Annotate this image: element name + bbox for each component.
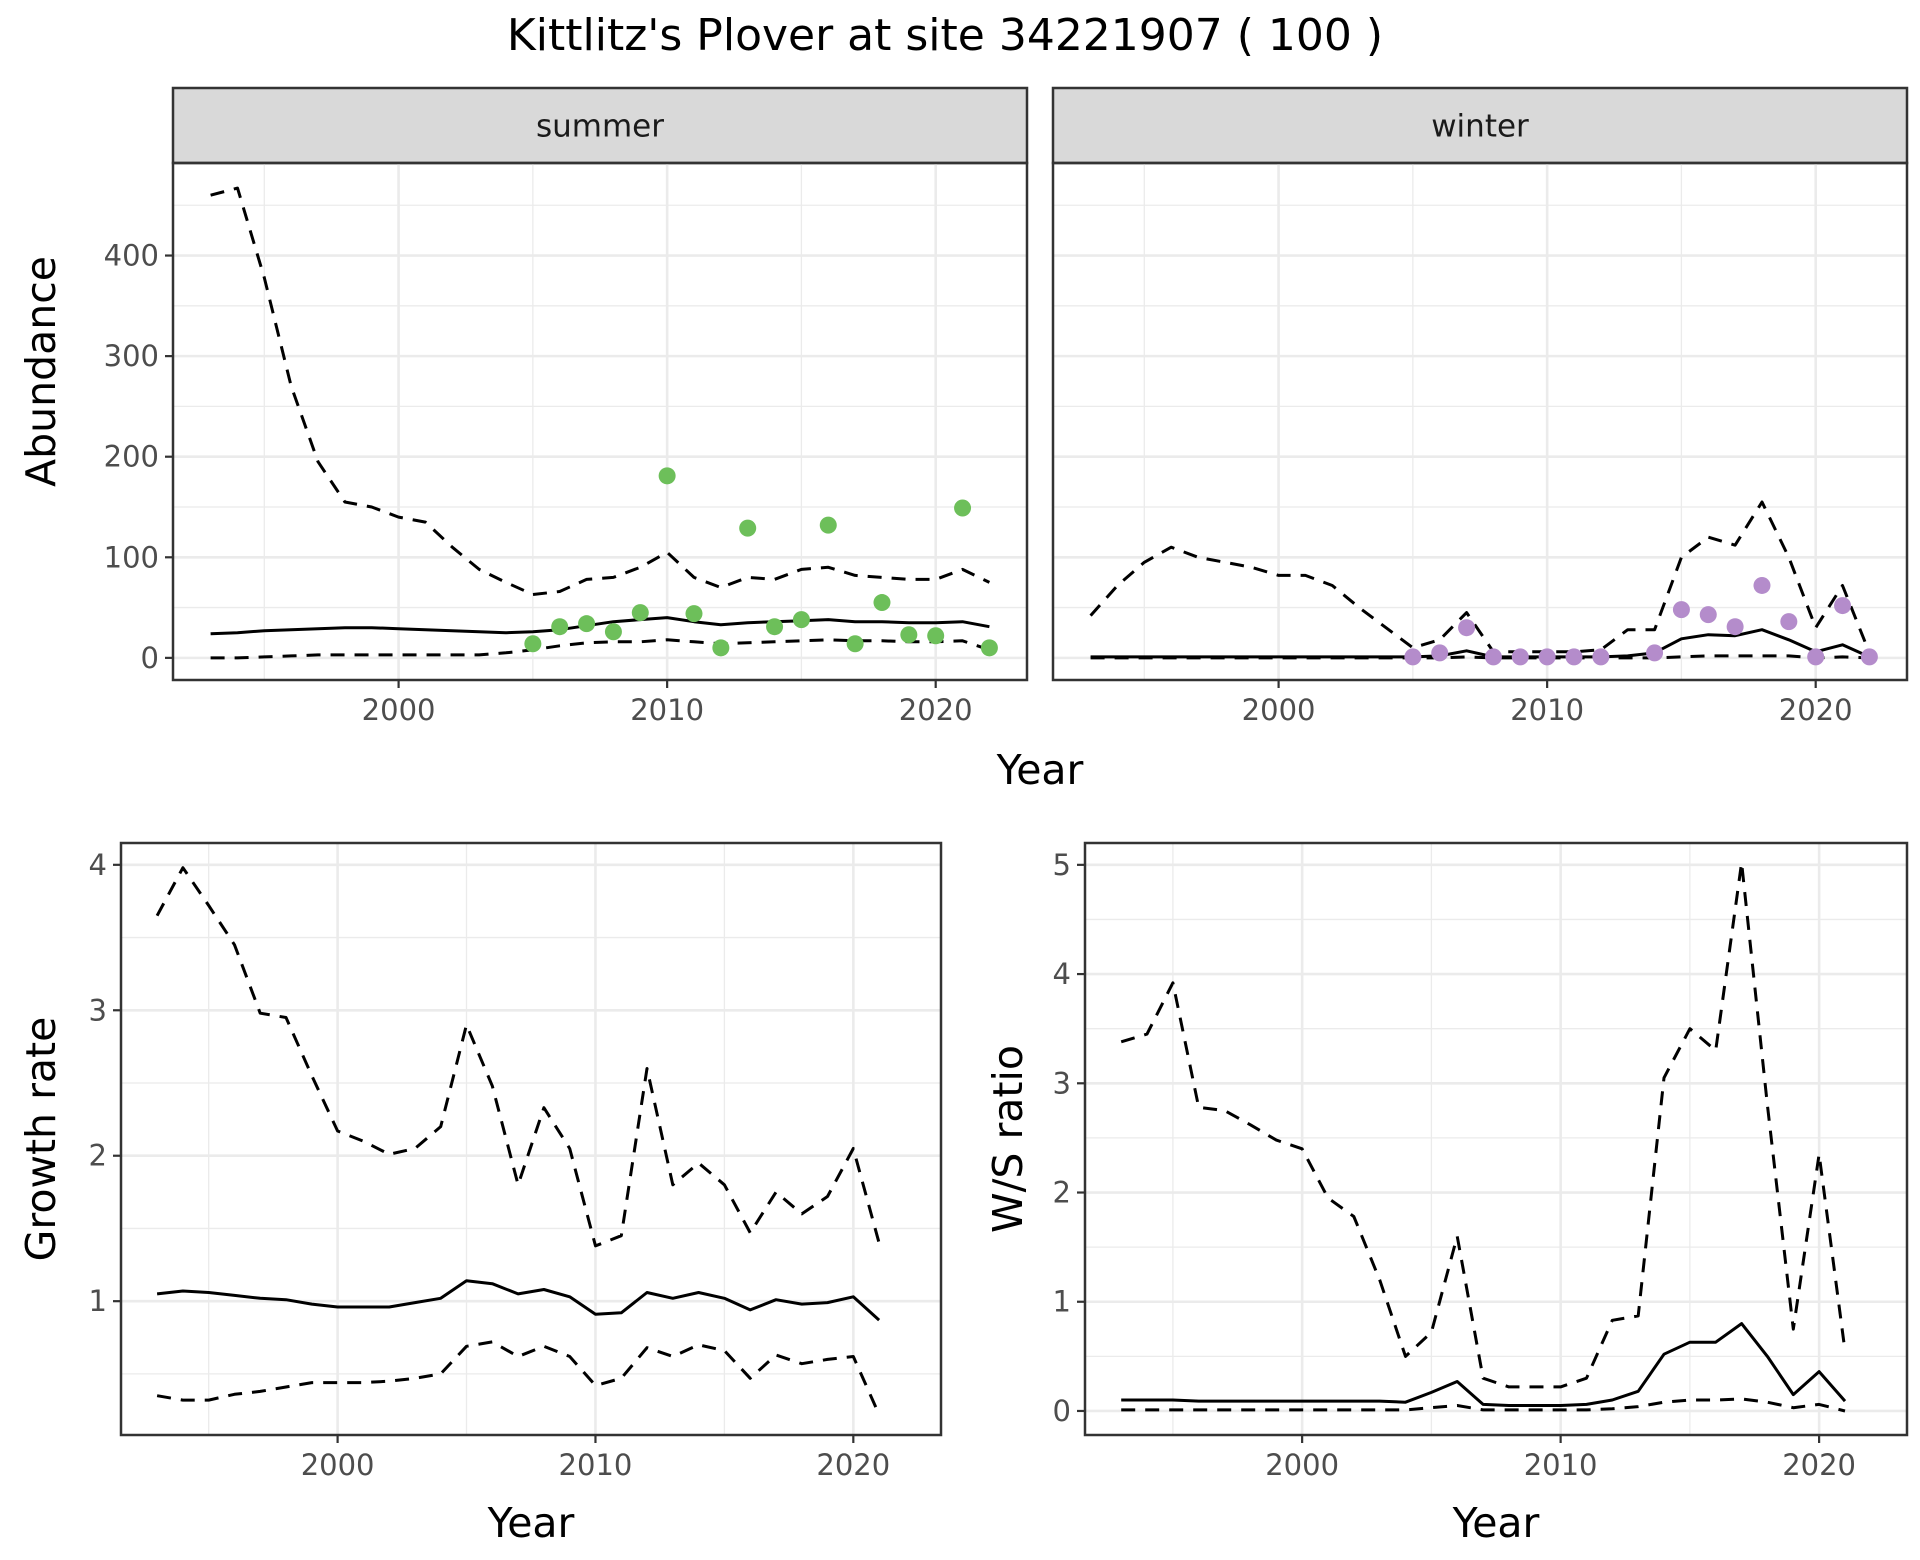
observed-count-point bbox=[1699, 606, 1717, 624]
confidence-bound-line-2 bbox=[1121, 1397, 1846, 1413]
observed-count-point bbox=[792, 611, 810, 629]
confidence-bound-line-2 bbox=[210, 638, 990, 660]
panel-border bbox=[1083, 841, 1909, 1437]
estimate-line-0 bbox=[210, 616, 990, 636]
panel-border bbox=[171, 161, 1029, 682]
abundance-panel-summer: 2000 2010 2020 0 100 200 300 400 bbox=[104, 161, 1029, 727]
confidence-bound-line-2 bbox=[156, 1340, 881, 1416]
observed-count-point bbox=[631, 604, 649, 622]
x-tick-label: 2000 bbox=[1265, 1448, 1339, 1482]
observed-count-point bbox=[1458, 619, 1476, 637]
y-tick-label: 0 bbox=[141, 641, 159, 675]
confidence-bound-line-1 bbox=[1120, 861, 1847, 1389]
observed-count-point bbox=[954, 499, 972, 517]
y-tick-label: 2 bbox=[1053, 1176, 1071, 1210]
y-tick-label: 4 bbox=[1053, 957, 1071, 991]
y-tick-label: 400 bbox=[104, 239, 159, 273]
observed-count-point bbox=[1753, 576, 1771, 594]
x-tick-label: 2010 bbox=[1510, 693, 1584, 727]
observed-count-point bbox=[766, 618, 784, 636]
estimate-line-0 bbox=[1121, 1322, 1847, 1407]
confidence-bound-line-1 bbox=[210, 186, 991, 596]
observed-count-point bbox=[604, 623, 622, 641]
x-tick-label: 2000 bbox=[1242, 693, 1316, 727]
growth-rate-panel: 2000 2010 2020 1 2 3 4 bbox=[89, 841, 943, 1482]
x-tick-label: 2000 bbox=[362, 693, 436, 727]
estimate-line-0 bbox=[156, 1279, 881, 1322]
observed-count-point bbox=[739, 519, 757, 537]
observed-count-point bbox=[1431, 644, 1449, 662]
y-tick-label: 2 bbox=[89, 1139, 107, 1173]
y-tick-label: 300 bbox=[104, 339, 159, 373]
x-tick-label: 2010 bbox=[1524, 1448, 1598, 1482]
observed-count-point bbox=[927, 627, 945, 645]
abundance-panel-winter: 2000 2010 2020 bbox=[1051, 161, 1909, 727]
confidence-bound-line-1 bbox=[155, 866, 881, 1248]
observed-count-point bbox=[712, 639, 730, 657]
observed-count-point bbox=[980, 639, 998, 657]
observed-count-point bbox=[873, 594, 891, 612]
facet-label-winter: winter bbox=[1431, 109, 1529, 145]
y-tick-label: 3 bbox=[89, 993, 107, 1027]
x-tick-label: 2010 bbox=[630, 693, 704, 727]
observed-count-point bbox=[1780, 613, 1798, 631]
observed-count-point bbox=[1726, 618, 1744, 636]
observed-count-point bbox=[1860, 648, 1878, 666]
y-tick-label: 1 bbox=[89, 1284, 107, 1318]
y-tick-label: 4 bbox=[89, 848, 107, 882]
facet-strip-winter bbox=[1051, 86, 1909, 165]
x-axis-title: Year bbox=[1452, 1499, 1540, 1547]
x-axis-title: Year bbox=[996, 746, 1084, 794]
facet-label-summer: summer bbox=[536, 109, 664, 145]
observed-count-point bbox=[524, 635, 542, 653]
y-tick-label: 100 bbox=[104, 540, 159, 574]
observed-count-point bbox=[1404, 648, 1422, 666]
observed-count-point bbox=[846, 635, 864, 653]
observed-count-point bbox=[1592, 648, 1610, 666]
plot-layer: summer 2000 2010 2020 0 100 200 300 400 winter 200… bbox=[17, 86, 1909, 1547]
y-axis-title: Abundance bbox=[17, 256, 65, 487]
y-axis-title: Growth rate bbox=[17, 1017, 65, 1262]
observed-count-point bbox=[578, 615, 596, 633]
x-tick-label: 2020 bbox=[816, 1448, 890, 1482]
observed-count-point bbox=[819, 516, 837, 534]
x-tick-label: 2020 bbox=[1782, 1448, 1856, 1482]
observed-count-point bbox=[900, 626, 918, 644]
observed-count-point bbox=[1807, 648, 1825, 666]
y-axis-title: W/S ratio bbox=[984, 1045, 1032, 1233]
y-tick-label: 0 bbox=[1053, 1394, 1071, 1428]
panel-border bbox=[1051, 161, 1909, 682]
observed-count-point bbox=[1538, 648, 1556, 666]
x-tick-label: 2020 bbox=[1779, 693, 1853, 727]
y-tick-label: 3 bbox=[1053, 1066, 1071, 1100]
observed-count-point bbox=[1834, 597, 1852, 615]
ws-ratio-panel: 2000 2010 2020 0 1 2 3 4 5 bbox=[1053, 841, 1909, 1482]
observed-count-point bbox=[1646, 644, 1664, 662]
observed-count-point bbox=[685, 605, 703, 623]
x-axis-title: Year bbox=[487, 1499, 575, 1547]
y-tick-label: 1 bbox=[1053, 1285, 1071, 1319]
confidence-bound-line-2 bbox=[1090, 654, 1870, 660]
x-tick-label: 2010 bbox=[559, 1448, 633, 1482]
confidence-bound-line-1 bbox=[1089, 500, 1871, 654]
observed-count-point bbox=[1565, 648, 1583, 666]
observed-count-point bbox=[551, 618, 569, 636]
chart-title: Kittlitz's Plover at site 34221907 ( 100… bbox=[507, 10, 1383, 61]
observed-count-point bbox=[658, 467, 676, 485]
facet-strip-summer bbox=[171, 86, 1029, 165]
observed-count-point bbox=[1511, 648, 1529, 666]
x-tick-label: 2000 bbox=[301, 1448, 375, 1482]
y-tick-label: 5 bbox=[1053, 848, 1071, 882]
observed-count-point bbox=[1672, 601, 1690, 619]
x-tick-label: 2020 bbox=[899, 693, 973, 727]
observed-count-point bbox=[1484, 648, 1502, 666]
panel-border bbox=[119, 841, 943, 1437]
y-tick-label: 200 bbox=[104, 440, 159, 474]
